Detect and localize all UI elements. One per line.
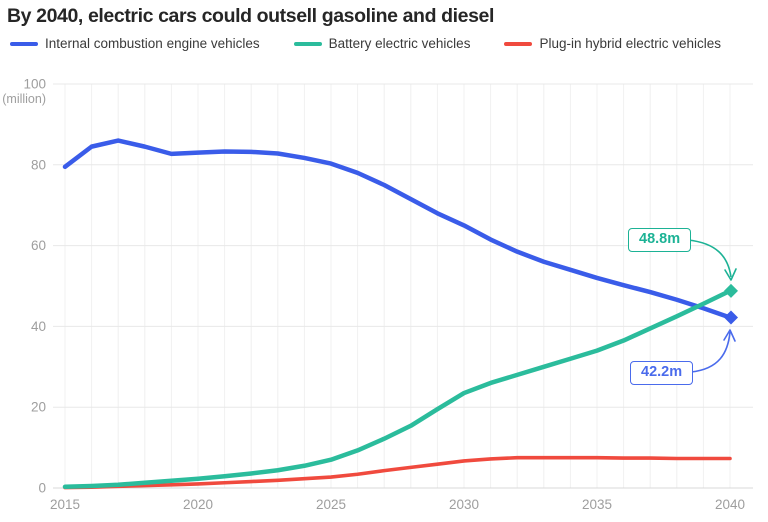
y-tick-label: 80 bbox=[31, 157, 46, 172]
ice-arrowhead-icon bbox=[723, 329, 736, 342]
legend-label-phev: Plug-in hybrid electric vehicles bbox=[539, 36, 722, 51]
ice-value-callout: 42.2m bbox=[630, 361, 694, 385]
phev-line-swatch-icon bbox=[504, 41, 533, 46]
bev-callout-arrow bbox=[687, 239, 732, 278]
x-tick-label: 2015 bbox=[50, 497, 80, 512]
legend-label-bev: Battery electric vehicles bbox=[328, 36, 471, 51]
end-marker-diamond-ice bbox=[724, 310, 738, 325]
legend-label-ice: Internal combustion engine vehicles bbox=[45, 36, 260, 51]
chart-title: By 2040, electric cars could outsell gas… bbox=[7, 5, 494, 27]
ice-line-swatch-icon bbox=[10, 41, 38, 46]
end-marker-diamond-bev bbox=[724, 283, 738, 298]
y-tick-label: 100 bbox=[23, 77, 46, 92]
series-line-ice bbox=[62, 138, 733, 320]
x-tick-label: 2025 bbox=[316, 497, 346, 512]
x-tick-label: 2040 bbox=[715, 497, 745, 512]
x-tick-label: 2030 bbox=[449, 497, 479, 512]
series-line-phev bbox=[63, 455, 732, 490]
y-tick-label: 20 bbox=[31, 400, 46, 415]
y-tick-label: 60 bbox=[31, 238, 46, 253]
bev-arrowhead-icon bbox=[724, 268, 737, 281]
ice-callout-arrow bbox=[690, 331, 731, 373]
legend-item-bev: Battery electric vehicles bbox=[293, 36, 471, 51]
x-tick-label: 2020 bbox=[183, 497, 213, 512]
legend-item-phev: Plug-in hybrid electric vehicles bbox=[504, 36, 721, 51]
legend-item-ice: Internal combustion engine vehicles bbox=[10, 36, 260, 51]
bev-value-callout: 48.8m bbox=[628, 228, 692, 252]
chart-legend: Internal combustion engine vehicles Batt… bbox=[10, 36, 721, 51]
y-tick-label: 0 bbox=[38, 481, 46, 496]
x-tick-label: 2035 bbox=[582, 497, 612, 512]
series-line-bev bbox=[62, 288, 733, 490]
y-axis-unit-label: (million) bbox=[2, 92, 46, 106]
y-tick-label: 40 bbox=[31, 319, 46, 334]
bev-line-swatch-icon bbox=[293, 41, 322, 46]
